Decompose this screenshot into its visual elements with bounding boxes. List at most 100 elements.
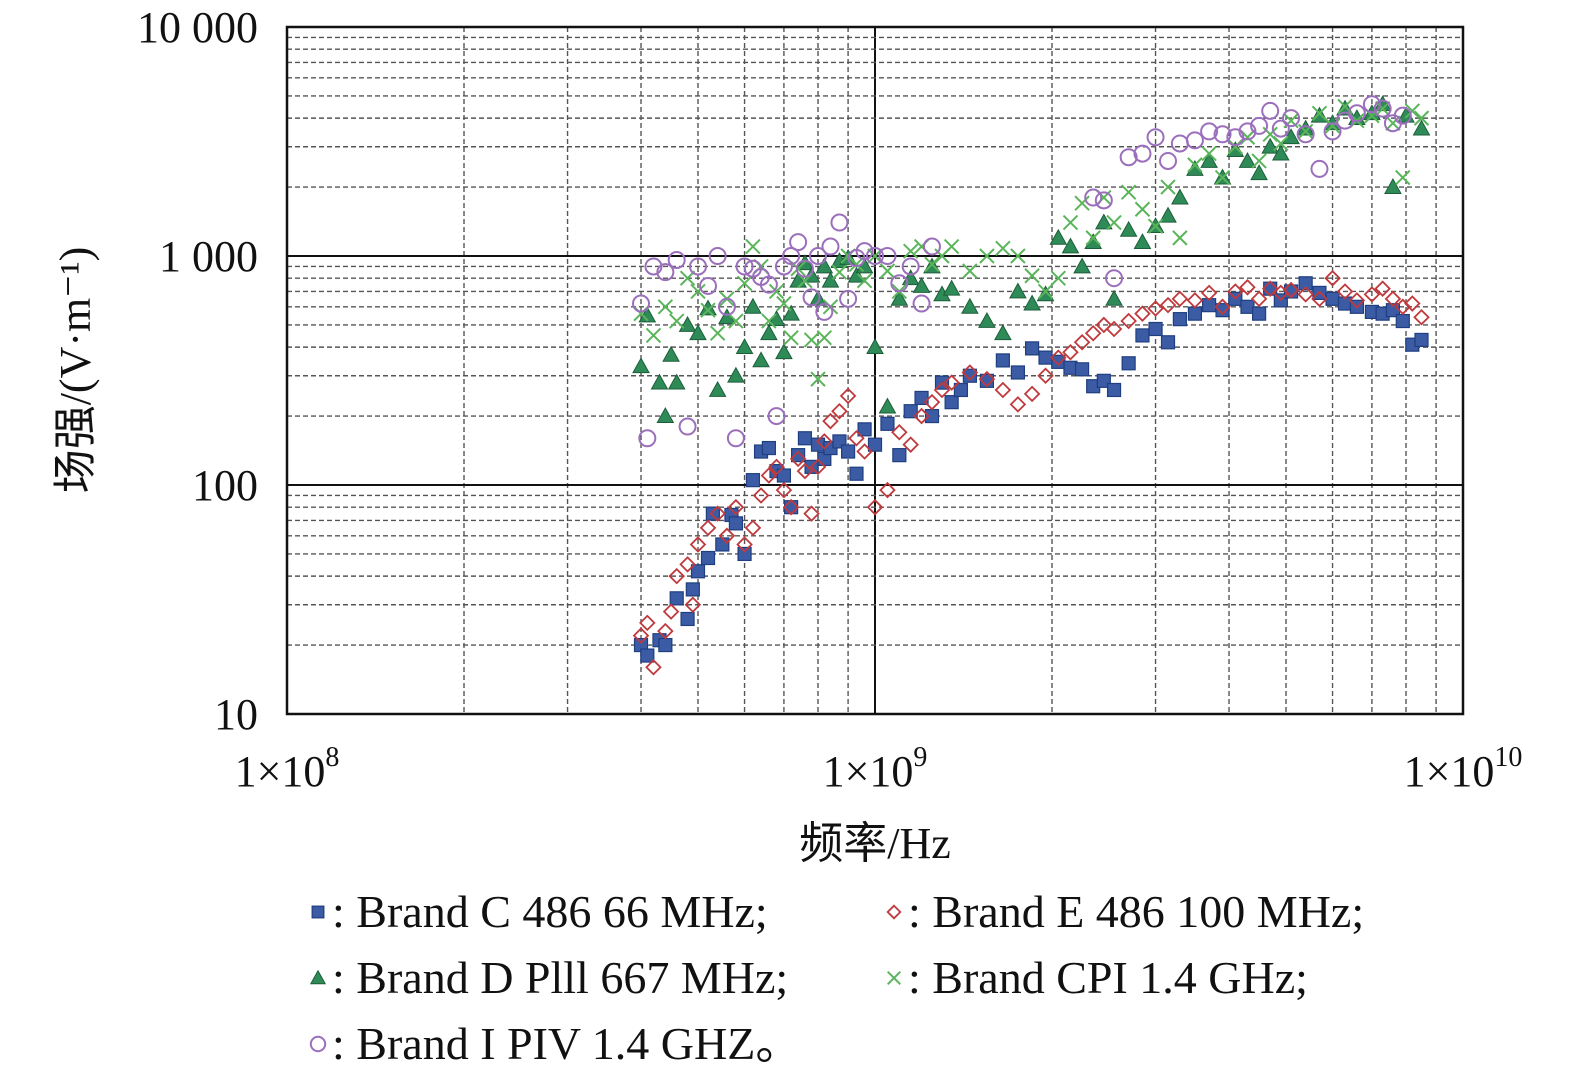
legend-marker (309, 969, 327, 985)
data-point (1227, 139, 1244, 155)
data-point (783, 329, 799, 346)
data-point (879, 481, 896, 499)
data-point (1073, 257, 1091, 274)
data-point (1094, 191, 1113, 210)
data-point (1200, 151, 1218, 168)
data-point (821, 271, 840, 288)
data-point (767, 407, 786, 426)
data-points (632, 95, 1431, 676)
data-point (737, 546, 752, 562)
data-point (1412, 119, 1431, 136)
data-point (684, 596, 702, 614)
data-point (1213, 125, 1232, 144)
data-point (727, 498, 745, 516)
data-point (902, 243, 919, 259)
data-point (1261, 280, 1279, 297)
data-point (782, 247, 801, 265)
data-point (913, 407, 930, 425)
data-point (1023, 385, 1041, 403)
data-point (1271, 144, 1290, 161)
data-point (848, 429, 865, 447)
data-point (1214, 169, 1231, 186)
data-point (744, 297, 762, 314)
data-point (1049, 228, 1068, 245)
data-point (1273, 135, 1289, 152)
data-point (1084, 188, 1103, 207)
data-point (821, 237, 840, 256)
x-tick-label: 1×1010 (1404, 742, 1523, 796)
data-point (699, 299, 717, 316)
data-point (1187, 157, 1203, 173)
data-point (1250, 164, 1268, 181)
data-point (1251, 306, 1267, 321)
data-point (795, 259, 814, 278)
data-point (809, 458, 827, 476)
data-point (1374, 280, 1391, 297)
data-point (1037, 367, 1054, 385)
data-point (849, 466, 864, 481)
data-point (639, 614, 656, 632)
data-point (943, 238, 960, 255)
legend-marker (886, 904, 902, 920)
data-point (1120, 312, 1137, 330)
data-point (1119, 148, 1138, 167)
data-point (816, 329, 833, 346)
data-point (839, 289, 858, 308)
y-tick-labels: 10 100 1 000 10 000 (137, 3, 258, 739)
data-point (1200, 122, 1219, 141)
data-point (866, 247, 884, 265)
data-point (1074, 195, 1090, 211)
data-point (718, 527, 736, 545)
data-point (1172, 230, 1188, 246)
data-point (901, 257, 920, 276)
data-point (1023, 294, 1041, 311)
data-point (880, 416, 895, 431)
data-point (1094, 213, 1113, 230)
grid (287, 27, 1463, 714)
data-point (1134, 201, 1151, 217)
data-point (839, 387, 857, 405)
data-point (1413, 110, 1430, 126)
data-point (978, 312, 996, 328)
data-point (644, 257, 663, 276)
data-point (924, 256, 940, 273)
data-point (815, 257, 834, 274)
x-tick-label: 1×108 (235, 742, 340, 796)
data-point (878, 247, 897, 265)
data-point (782, 498, 800, 516)
data-point (1227, 283, 1244, 300)
data-point (1311, 105, 1328, 121)
data-point (1135, 328, 1150, 343)
data-point (831, 402, 848, 420)
data-point (709, 325, 726, 341)
data-point (638, 429, 657, 448)
data-point (632, 627, 650, 644)
data-point (752, 487, 770, 504)
data-point (1238, 122, 1257, 141)
data-point (1037, 283, 1054, 300)
y-tick-label: 10 000 (137, 3, 258, 52)
data-point (1251, 153, 1267, 169)
data-point (735, 257, 754, 276)
data-point (796, 462, 814, 480)
data-point (1050, 349, 1067, 366)
data-point (745, 238, 761, 255)
data-point (922, 237, 941, 256)
data-point (847, 266, 866, 283)
data-point (892, 448, 907, 463)
data-point (1311, 290, 1328, 308)
data-point (1159, 206, 1177, 223)
data-point (689, 324, 707, 341)
data-point (656, 407, 675, 423)
data-point (1119, 220, 1138, 237)
data-point (1073, 334, 1091, 351)
data-point (1362, 95, 1381, 114)
data-point (1395, 313, 1410, 329)
data-point (810, 371, 826, 387)
data-point (1160, 179, 1176, 195)
data-point (1062, 214, 1079, 231)
data-point (1147, 218, 1164, 234)
data-point (645, 327, 662, 344)
data-point (776, 295, 792, 312)
legend-marker (309, 1035, 327, 1053)
